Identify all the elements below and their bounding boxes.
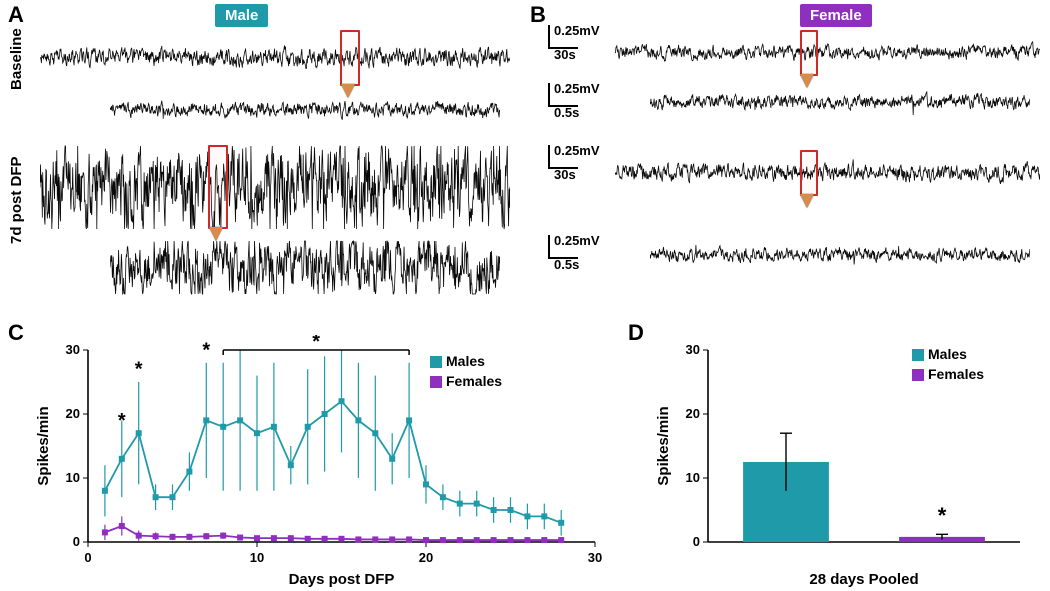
arrow-down-icon bbox=[800, 194, 814, 208]
panel-label-a: A bbox=[8, 2, 24, 28]
svg-text:Spikes/min: Spikes/min bbox=[655, 406, 672, 485]
svg-text:20: 20 bbox=[66, 406, 80, 421]
male-badge: Male bbox=[215, 4, 268, 27]
legend-males: Males bbox=[912, 346, 967, 362]
svg-text:10: 10 bbox=[686, 470, 700, 485]
arrow-down-icon bbox=[341, 84, 355, 98]
svg-text:0: 0 bbox=[73, 534, 80, 549]
panel-label-d: D bbox=[628, 320, 644, 346]
zoom-box-icon bbox=[800, 150, 818, 196]
svg-text:28 days Pooled: 28 days Pooled bbox=[809, 571, 918, 588]
female-badge: Female bbox=[800, 4, 872, 27]
eeg-female-baseline bbox=[615, 30, 1040, 75]
eeg-male-post-zoom bbox=[110, 240, 500, 295]
eeg-female-post-zoom bbox=[650, 235, 1030, 275]
figure: A B C D Male Female Baseline 7d post DFP… bbox=[0, 0, 1050, 591]
svg-text:10: 10 bbox=[66, 470, 80, 485]
svg-text:30: 30 bbox=[66, 342, 80, 357]
legend-females: Females bbox=[912, 366, 984, 382]
baseline-label: Baseline bbox=[8, 30, 25, 90]
svg-text:Spikes/min: Spikes/min bbox=[35, 406, 52, 485]
svg-text:30: 30 bbox=[686, 342, 700, 357]
svg-text:20: 20 bbox=[419, 550, 433, 565]
legend-males: Males bbox=[430, 353, 485, 369]
svg-text:*: * bbox=[202, 339, 210, 361]
svg-text:*: * bbox=[312, 335, 320, 353]
svg-text:0: 0 bbox=[84, 550, 91, 565]
panel-label-c: C bbox=[8, 320, 24, 346]
eeg-female-post bbox=[615, 150, 1040, 195]
eeg-male-post bbox=[40, 145, 510, 230]
arrow-down-icon bbox=[800, 74, 814, 88]
eeg-female-baseline-zoom bbox=[650, 82, 1030, 122]
zoom-box-icon bbox=[340, 30, 360, 86]
eeg-male-baseline bbox=[40, 30, 510, 85]
panel-label-b: B bbox=[530, 2, 546, 28]
spikes-timecourse-chart: 0 10 20 30 0 10 20 30 Spikes/min Days post DFP * * *… bbox=[30, 335, 605, 590]
svg-text:0: 0 bbox=[693, 534, 700, 549]
svg-text:20: 20 bbox=[686, 406, 700, 421]
zoom-box-icon bbox=[800, 30, 818, 76]
svg-text:10: 10 bbox=[250, 550, 264, 565]
svg-text:*: * bbox=[135, 359, 143, 381]
svg-text:Days post DFP: Days post DFP bbox=[289, 571, 395, 588]
zoom-box-icon bbox=[208, 145, 228, 229]
legend-females: Females bbox=[430, 373, 502, 389]
svg-text:30: 30 bbox=[588, 550, 602, 565]
svg-text:*: * bbox=[938, 503, 947, 528]
eeg-male-baseline-zoom bbox=[110, 90, 500, 130]
post-label: 7d post DFP bbox=[8, 155, 25, 245]
arrow-down-icon bbox=[209, 227, 223, 241]
svg-text:*: * bbox=[118, 410, 126, 432]
